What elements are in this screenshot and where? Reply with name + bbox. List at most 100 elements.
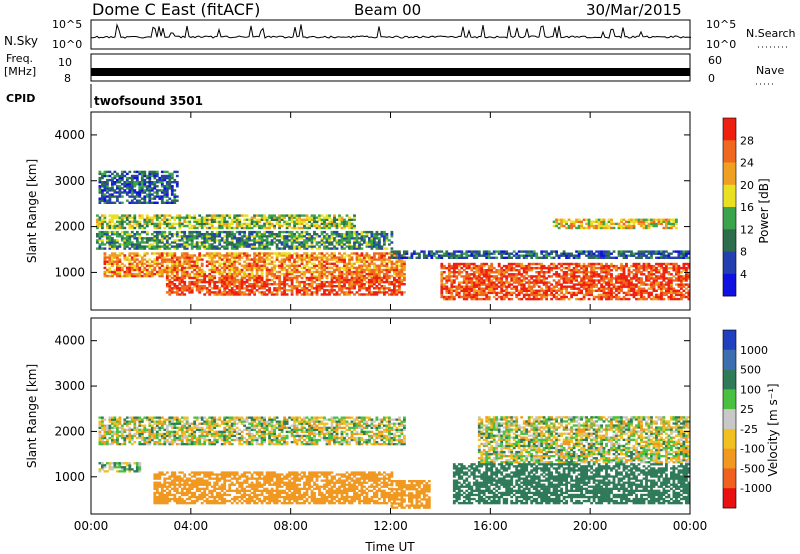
heatmap-cell (338, 266, 341, 270)
heatmap-cell (188, 266, 192, 270)
heatmap-cell (145, 214, 149, 217)
heatmap-cell (215, 214, 219, 217)
heatmap-cell (163, 222, 167, 226)
heatmap-cell (245, 243, 249, 246)
heatmap-cell (280, 266, 284, 270)
heatmap-cell (328, 285, 331, 288)
heatmap-cell (467, 264, 471, 268)
heatmap-cell (642, 273, 646, 276)
heatmap-cell (680, 275, 683, 278)
heatmap-cell (318, 287, 321, 290)
heatmap-cell (662, 262, 666, 266)
heatmap-cell (270, 260, 274, 263)
heatmap-cell (385, 274, 389, 278)
heatmap-cell (260, 252, 264, 255)
heatmap-cell (298, 237, 301, 240)
heatmap-cell (245, 214, 249, 217)
heatmap-cell (477, 271, 481, 274)
heatmap-cell (283, 241, 286, 244)
heatmap-cell (278, 235, 281, 238)
heatmap-cell (358, 274, 361, 278)
heatmap-cell (330, 235, 334, 238)
heatmap-cell (685, 256, 688, 259)
heatmap-cell (537, 266, 541, 270)
heatmap-cell (295, 218, 299, 221)
heatmap-cell (223, 224, 227, 228)
heatmap-cell (223, 276, 227, 280)
heatmap-cell (235, 268, 239, 272)
heatmap-cell (170, 245, 174, 248)
heatmap-cell (368, 272, 371, 276)
heatmap-cell (343, 237, 346, 240)
heatmap-cell (278, 224, 281, 228)
heatmap-cell (203, 218, 207, 221)
heatmap-cell (268, 233, 271, 236)
heatmap-cell (253, 247, 256, 250)
heatmap-cell (130, 178, 134, 182)
heatmap-cell (250, 262, 254, 265)
heatmap-cell (240, 268, 244, 272)
heatmap-cell (510, 273, 514, 276)
heatmap-cell (223, 278, 227, 282)
heatmap-cell (175, 266, 179, 270)
heatmap-cell (390, 256, 394, 259)
heatmap-cell (111, 193, 114, 196)
heatmap-cell (225, 235, 229, 238)
heatmap-cell (450, 289, 454, 292)
heatmap-cell (343, 280, 346, 284)
heatmap-cell (457, 271, 461, 274)
heatmap-cell (111, 224, 114, 228)
heatmap-cell (385, 239, 389, 242)
heatmap-cell (213, 233, 217, 236)
heatmap-cell (170, 272, 174, 276)
nsky-strip: N.Sky 10^5 10^0 10^5 10^0 N.Search (4, 18, 796, 51)
heatmap-cell (403, 264, 406, 267)
heatmap-cell (592, 275, 596, 278)
heatmap-cell (240, 291, 244, 294)
heatmap-cell (562, 279, 566, 282)
heatmap-cell (480, 279, 484, 282)
heatmap-cell (290, 243, 294, 246)
heatmap-cell (323, 222, 326, 226)
heatmap-cell (350, 258, 354, 261)
heatmap-cell (275, 235, 279, 238)
heatmap-cell (542, 250, 546, 253)
heatmap-cell (290, 270, 294, 274)
heatmap-cell (130, 220, 134, 223)
heatmap-cell (155, 224, 159, 228)
heatmap-cell (328, 289, 331, 292)
heatmap-cell (662, 283, 666, 286)
heatmap-cell (111, 239, 114, 242)
heatmap-cell (535, 279, 539, 282)
heatmap-cell (670, 252, 673, 255)
heatmap-cell (268, 252, 271, 255)
heatmap-cell (101, 189, 104, 192)
heatmap-cell (675, 293, 678, 297)
heatmap-cell (358, 285, 361, 288)
heatmap-cell (111, 264, 114, 267)
heatmap-cell (582, 275, 586, 278)
heatmap-cell (315, 216, 319, 219)
heatmap-cell (258, 276, 261, 280)
heatmap-cell (185, 254, 189, 257)
heatmap-cell (280, 260, 284, 263)
heatmap-cell (403, 262, 406, 265)
heatmap-cell (320, 280, 324, 284)
heatmap-cell (360, 247, 364, 250)
heatmap-cell (308, 218, 311, 221)
heatmap-cell (106, 262, 109, 265)
heatmap-cell (258, 220, 261, 223)
heatmap-cell (497, 252, 501, 255)
heatmap-cell (380, 258, 384, 261)
heatmap-cell (288, 239, 291, 242)
heatmap-cell (111, 241, 114, 244)
heatmap-cell (607, 295, 611, 299)
heatmap-cell (465, 297, 469, 301)
heatmap-cell (288, 285, 291, 288)
heatmap-cell (495, 250, 499, 253)
heatmap-cell (505, 289, 509, 292)
heatmap-cell (155, 237, 159, 240)
heatmap-cell (642, 289, 646, 292)
heatmap-cell (168, 243, 172, 246)
heatmap-cell (213, 266, 217, 270)
